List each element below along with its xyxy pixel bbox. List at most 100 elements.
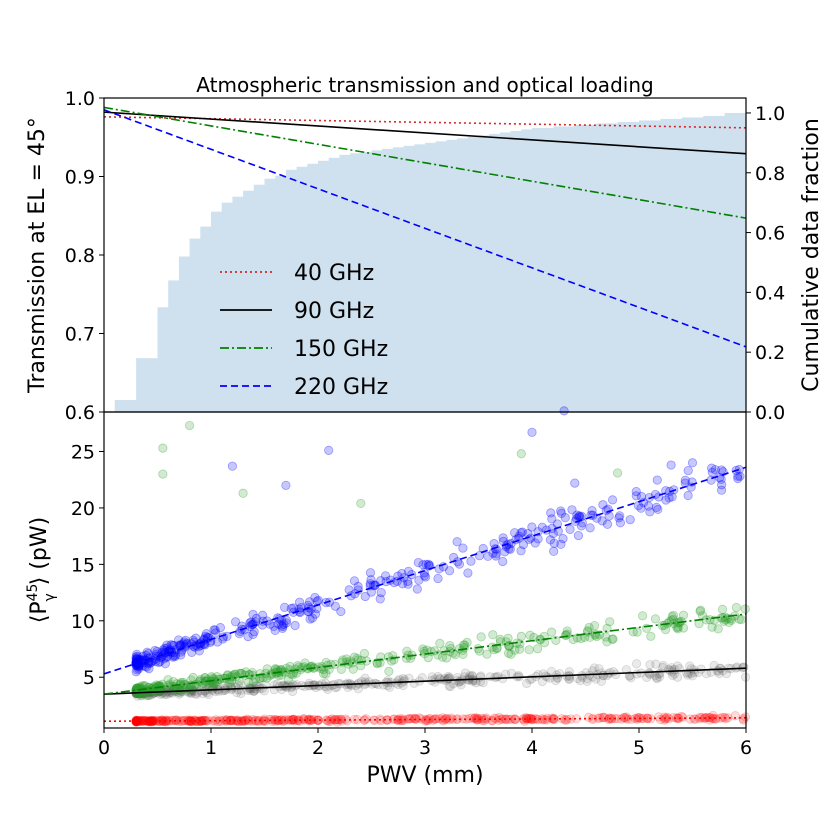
data-point <box>349 576 360 586</box>
x-tick-label: 0 <box>98 737 110 759</box>
hist-bar <box>168 280 180 412</box>
data-point <box>253 717 263 727</box>
data-point <box>258 716 268 726</box>
data-point <box>168 652 178 662</box>
data-point <box>319 681 330 691</box>
data-point <box>530 538 540 548</box>
x-tick-label: 5 <box>633 737 645 759</box>
data-point <box>716 474 726 484</box>
data-point <box>407 713 417 724</box>
data-point <box>733 473 743 484</box>
data-point <box>321 669 331 679</box>
data-point <box>652 673 662 683</box>
data-point <box>734 464 744 475</box>
data-point <box>248 629 258 639</box>
data-point <box>386 656 397 666</box>
data-point <box>411 713 421 724</box>
loading-fit-lines <box>103 466 747 723</box>
data-point <box>403 579 413 589</box>
data-point <box>489 645 499 655</box>
data-point <box>168 682 178 692</box>
data-point <box>131 661 141 671</box>
data-point <box>705 715 715 725</box>
data-point <box>393 715 403 726</box>
data-point <box>615 518 625 528</box>
hist-bar <box>574 124 597 413</box>
data-point <box>294 662 304 672</box>
data-point <box>661 486 671 496</box>
data-point <box>413 557 423 568</box>
data-point <box>234 629 244 639</box>
data-point <box>707 467 717 477</box>
data-point <box>614 513 624 523</box>
data-point <box>642 672 652 682</box>
data-point <box>337 716 347 726</box>
outlier-point <box>570 478 580 488</box>
data-point <box>144 664 154 674</box>
data-point <box>487 715 497 725</box>
data-point <box>375 594 385 604</box>
data-point <box>670 665 680 675</box>
data-point <box>228 715 238 726</box>
data-point <box>500 547 510 557</box>
data-point <box>673 624 683 634</box>
hist-bar <box>275 175 287 412</box>
data-point <box>483 551 493 561</box>
data-point <box>209 625 219 635</box>
data-point <box>132 716 143 726</box>
data-point <box>180 635 191 645</box>
data-point <box>516 528 526 538</box>
data-point <box>172 715 182 725</box>
data-point <box>474 551 485 561</box>
data-point <box>516 631 526 641</box>
data-point <box>191 679 201 689</box>
data-point <box>476 713 487 723</box>
hist-bar <box>221 202 233 412</box>
hist-bar <box>489 133 501 412</box>
data-point <box>205 637 215 648</box>
data-point <box>326 716 336 726</box>
data-point <box>163 675 173 685</box>
x-tick-label: 3 <box>419 737 431 759</box>
data-point <box>197 716 207 726</box>
data-point <box>342 716 352 726</box>
data-point <box>222 715 232 725</box>
data-point <box>697 611 708 621</box>
data-point <box>230 669 240 680</box>
data-point <box>457 645 468 656</box>
data-point <box>519 716 530 726</box>
data-point <box>204 682 214 692</box>
data-point <box>179 637 189 647</box>
hist-bar <box>318 160 330 412</box>
x-tick-label: 1 <box>205 737 217 759</box>
bottom-y-axis-label: ⟨P45γ ⟩ (pW) <box>25 517 58 623</box>
y2-tick-label: 0.6 <box>755 223 785 245</box>
x-tick-label: 4 <box>526 737 538 759</box>
data-point <box>662 712 672 722</box>
outlier-point <box>238 488 248 498</box>
data-point <box>134 664 144 674</box>
data-point <box>200 631 211 641</box>
data-point <box>643 713 653 723</box>
data-point <box>200 672 210 683</box>
data-point <box>537 676 547 687</box>
legend-label: 220 GHz <box>294 375 388 400</box>
data-point <box>594 664 604 674</box>
data-point <box>598 500 608 510</box>
data-point <box>533 527 543 537</box>
data-point <box>596 676 607 687</box>
data-point <box>548 714 558 724</box>
data-point <box>365 579 375 589</box>
data-point <box>279 619 289 629</box>
data-point <box>188 635 198 645</box>
data-point <box>672 672 683 682</box>
x-tick-label: 2 <box>312 737 324 759</box>
top-y-ticks: 0.6 0.7 0.8 0.9 1.0 <box>65 88 104 424</box>
y-tick-label: 15 <box>71 554 95 576</box>
data-point <box>360 591 370 602</box>
data-point <box>360 673 370 683</box>
data-point <box>157 715 167 725</box>
data-point <box>463 568 473 578</box>
hist-bar <box>243 190 255 412</box>
data-point <box>382 715 393 725</box>
